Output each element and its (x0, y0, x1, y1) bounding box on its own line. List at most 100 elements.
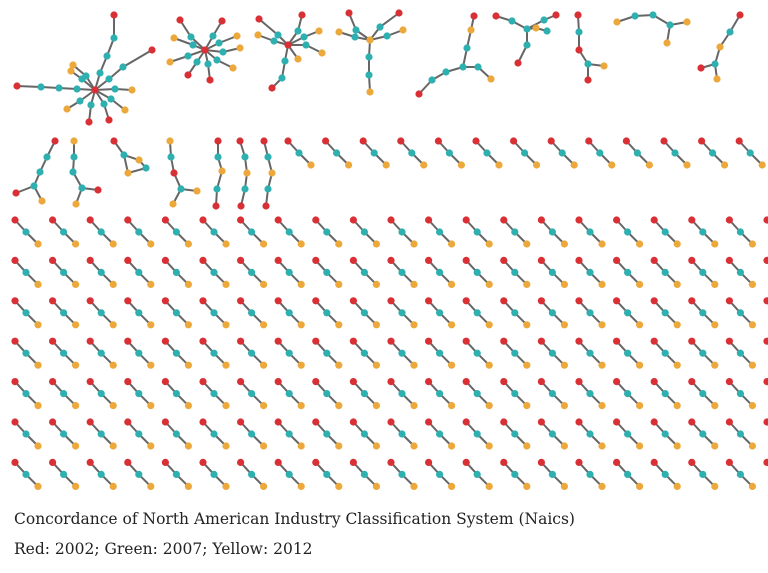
node-2002-366 (688, 297, 696, 305)
node-2002-516 (199, 418, 207, 426)
node-2012-497 (748, 402, 757, 410)
node-2002-41 (206, 76, 214, 84)
node-2007-325 (172, 309, 180, 317)
node-2007-322 (135, 309, 143, 317)
node-2007-75 (463, 44, 471, 52)
node-2002-147 (284, 137, 292, 145)
node-2012-179 (683, 161, 691, 169)
node-2002-219 (425, 216, 433, 224)
node-2002-426 (650, 337, 658, 345)
node-2012-422 (598, 361, 606, 369)
node-2007-307 (736, 268, 745, 276)
node-2007-88 (543, 27, 551, 35)
node-2012-452 (184, 402, 192, 410)
node-2012-617 (673, 482, 681, 490)
node-2007-268 (248, 268, 256, 276)
node-2007-409 (436, 349, 444, 357)
node-2002-552 (650, 418, 658, 426)
node-2007-454 (210, 390, 218, 398)
node-2007-25 (76, 97, 84, 105)
node-2012-431 (711, 361, 719, 369)
node-2012-425 (636, 361, 644, 369)
node-2012-164 (495, 161, 503, 169)
node-2002-570 (86, 458, 94, 466)
node-2007-32 (209, 32, 217, 40)
node-2002-336 (312, 297, 320, 305)
node-2007-135 (213, 185, 221, 193)
node-2002-525 (312, 418, 320, 426)
node-2002-216 (387, 216, 395, 224)
node-2007-57 (281, 57, 289, 65)
concordance-network (11, 9, 768, 490)
node-2012-590 (335, 482, 343, 490)
node-2012-473 (448, 402, 456, 410)
node-2012-126 (166, 137, 174, 145)
node-2007-379 (60, 349, 68, 357)
node-2002-121 (110, 137, 118, 145)
figure-title: Concordance of North American Industry C… (14, 510, 575, 528)
node-2012-545 (560, 442, 569, 450)
node-2012-287 (485, 280, 493, 288)
node-2007-319 (97, 309, 105, 317)
node-2007-484 (586, 390, 594, 398)
node-2002-306 (725, 256, 734, 264)
node-2007-283 (436, 268, 444, 276)
node-2007-508 (97, 430, 105, 438)
node-2007-331 (248, 309, 256, 317)
node-2007-472 (436, 390, 444, 398)
node-2007-406 (398, 349, 406, 357)
node-2007-34 (215, 39, 223, 47)
node-2007-577 (172, 470, 180, 478)
node-2012-194 (109, 240, 117, 248)
node-2012-401 (335, 361, 343, 369)
node-2007-433 (736, 349, 745, 357)
node-2007-259 (135, 268, 143, 276)
node-2012-108 (713, 75, 721, 83)
node-2012-515 (184, 442, 192, 450)
node-2012-440 (34, 402, 42, 410)
node-2007-17 (111, 85, 119, 93)
node-2002-555 (688, 418, 696, 426)
node-2007-439 (22, 390, 30, 398)
node-2012-416 (523, 361, 531, 369)
node-2012-503 (34, 442, 42, 450)
node-2007-517 (210, 430, 218, 438)
node-2002-537 (462, 418, 470, 426)
node-2012-176 (645, 161, 654, 169)
node-2007-619 (699, 470, 707, 478)
node-2002-459 (274, 378, 282, 386)
node-2002-95 (584, 76, 592, 84)
node-2007-526 (323, 430, 331, 438)
node-2012-114 (38, 197, 46, 205)
node-2002-357 (575, 297, 583, 305)
node-2012-96 (600, 62, 608, 70)
node-2007-30 (189, 41, 197, 49)
node-2007-427 (661, 349, 669, 357)
node-2007-346 (436, 309, 444, 317)
node-2002-137 (236, 137, 244, 145)
node-2007-466 (360, 390, 368, 398)
node-2012-139 (243, 169, 251, 177)
node-2012-130 (169, 200, 177, 208)
node-2007-565 (22, 470, 30, 478)
node-2012-212 (335, 240, 343, 248)
node-2002-510 (124, 418, 132, 426)
node-2012-221 (448, 240, 456, 248)
node-2002-624 (763, 458, 768, 466)
node-2002-483 (575, 378, 583, 386)
node-2012-539 (485, 442, 493, 450)
node-2012-37 (236, 44, 244, 52)
node-2007-51 (294, 27, 302, 35)
node-2007-556 (699, 430, 707, 438)
node-2002-594 (387, 458, 395, 466)
node-2007-117 (69, 168, 77, 176)
node-2007-523 (285, 430, 293, 438)
node-2012-566 (34, 482, 42, 490)
node-2012-224 (485, 240, 493, 248)
node-2002-91 (574, 11, 582, 19)
node-2002-597 (425, 458, 433, 466)
node-2002-315 (49, 297, 57, 305)
node-2007-424 (624, 349, 632, 357)
node-2002-318 (86, 297, 94, 305)
node-2002-351 (500, 297, 508, 305)
